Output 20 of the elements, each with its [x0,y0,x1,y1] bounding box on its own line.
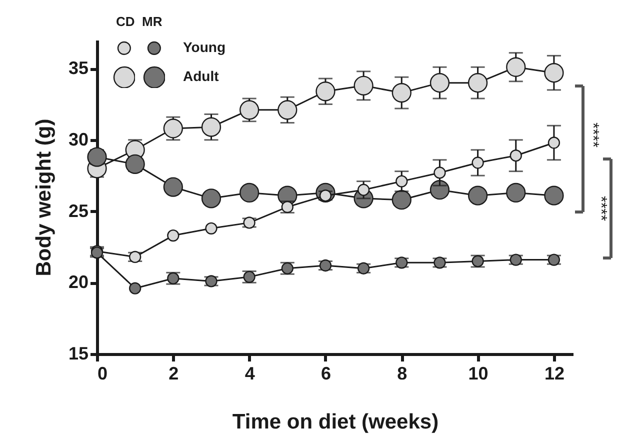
x-axis-title: Time on diet (weeks) [232,410,439,434]
annotation: Adult [183,68,220,84]
x-tick-label: 6 [320,364,331,384]
text: **** [592,196,609,221]
annotation: Young [183,39,226,55]
y-tick-label: 30 [68,129,88,150]
x-tick-label: 8 [397,364,408,384]
x-tick-label: 0 [98,364,108,384]
x-tick-label: 2 [168,364,179,384]
y-axis-title: Body weight (g) [32,118,56,276]
text: CD [116,14,135,29]
text: MR [142,14,163,29]
y-tick-label: 20 [68,272,88,292]
x-tick-label: 4 [244,364,255,384]
y-tick-label: 25 [68,200,88,221]
x-tick-label: 12 [544,364,564,384]
y-tick-label: 35 [68,58,88,78]
y-tick-label: 15 [68,344,88,364]
x-tick-label: 10 [468,364,488,384]
text: **** [584,122,601,148]
